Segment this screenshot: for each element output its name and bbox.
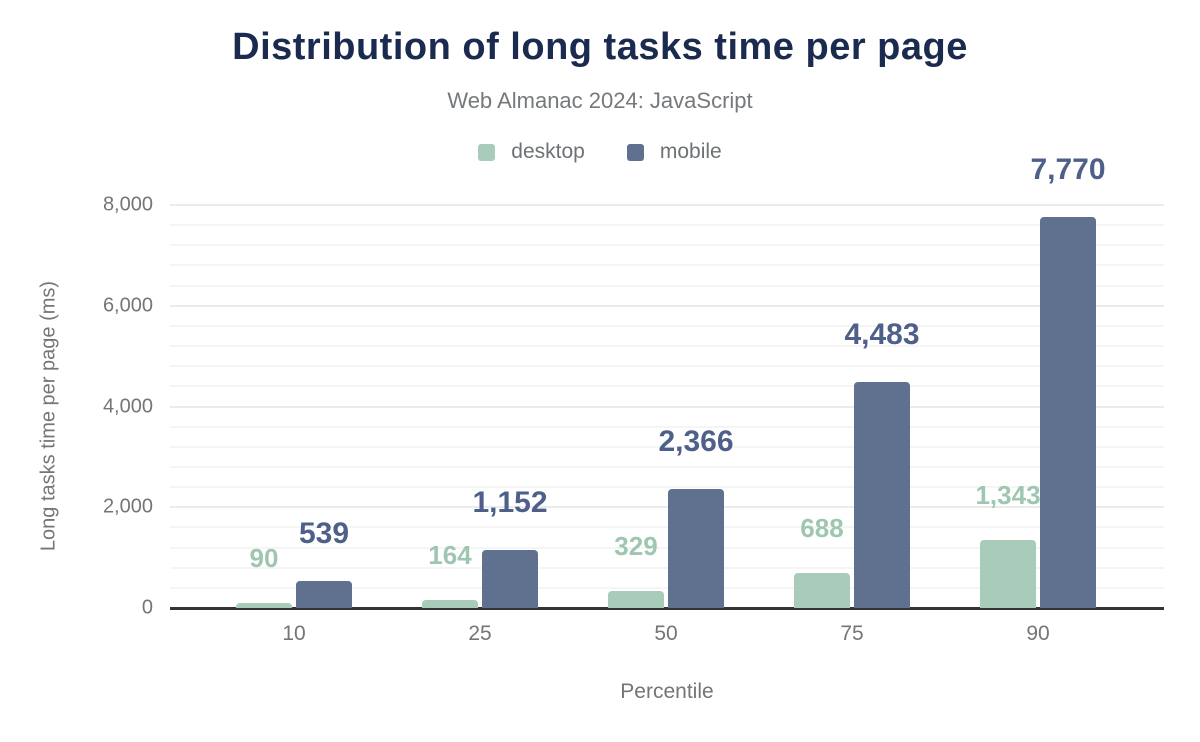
mobile-value-label: 4,483	[844, 318, 920, 352]
mobile-bar	[296, 580, 352, 608]
y-axis-tick-label: 8,000	[102, 193, 153, 216]
desktop-value-label: 329	[614, 531, 658, 562]
chart-subtitle: Web Almanac 2024: JavaScript	[447, 88, 753, 113]
plot-area: 90 539 164 1,152 329 2,366 688 4,483 1,343 7,770	[170, 154, 1164, 610]
mobile-bar	[482, 549, 538, 608]
legend-item-desktop: desktop	[478, 140, 585, 164]
major-gridline	[170, 405, 1164, 408]
minor-gridline	[170, 244, 1164, 247]
x-axis-line	[170, 607, 1164, 610]
x-axis-tick-label: 25	[468, 622, 492, 645]
x-axis-tick-label: 10	[282, 622, 306, 645]
minor-gridline	[170, 445, 1164, 448]
minor-gridline	[170, 385, 1164, 388]
major-gridline	[170, 204, 1164, 206]
major-gridline	[170, 506, 1164, 509]
desktop-bar	[608, 591, 664, 608]
mobile-bar	[668, 488, 724, 608]
legend-item-mobile: mobile	[626, 140, 722, 164]
minor-gridline	[170, 264, 1164, 267]
minor-gridline	[170, 546, 1164, 549]
mobile-value-label: 2,366	[658, 424, 734, 458]
minor-gridline	[170, 284, 1164, 287]
y-axis-tick-label: 0	[141, 596, 153, 619]
desktop-value-label: 90	[249, 543, 279, 574]
minor-gridline	[170, 365, 1164, 368]
minor-gridline	[170, 425, 1164, 428]
desktop-bar	[980, 540, 1036, 608]
x-axis-tick-label: 75	[840, 622, 864, 645]
minor-gridline	[170, 586, 1164, 589]
y-axis-tick-label: 6,000	[102, 294, 153, 317]
minor-gridline	[170, 566, 1164, 569]
desktop-bar	[422, 599, 478, 608]
desktop-value-label: 1,343	[975, 480, 1041, 511]
mobile-bar	[1040, 216, 1096, 608]
desktop-series-swatch-icon	[478, 143, 496, 161]
legend-label-mobile: mobile	[659, 140, 722, 163]
mobile-bar	[854, 382, 910, 608]
minor-gridline	[170, 224, 1164, 227]
desktop-value-label: 688	[800, 513, 844, 544]
y-axis-tick-label: 2,000	[102, 495, 153, 518]
major-gridline	[170, 304, 1164, 307]
mobile-value-label: 539	[298, 516, 350, 550]
y-axis-tick-label: 4,000	[102, 395, 153, 417]
desktop-bar	[794, 573, 850, 608]
chart-title: Distribution of long tasks time per page	[232, 26, 968, 68]
mobile-value-label: 7,770	[1030, 152, 1106, 186]
minor-gridline	[170, 526, 1164, 529]
x-axis-tick-label: 90	[1026, 622, 1050, 645]
mobile-value-label: 1,152	[472, 485, 548, 519]
x-axis-tick-label: 50	[654, 622, 678, 645]
minor-gridline	[170, 486, 1164, 489]
legend-label-desktop: desktop	[511, 140, 585, 163]
minor-gridline	[170, 345, 1164, 348]
mobile-series-swatch-icon	[626, 143, 644, 161]
x-axis-title: Percentile	[620, 680, 714, 703]
desktop-bar	[236, 603, 292, 608]
minor-gridline	[170, 324, 1164, 327]
minor-gridline	[170, 465, 1164, 468]
legend: desktop mobile	[0, 140, 1200, 164]
desktop-value-label: 164	[428, 539, 472, 570]
